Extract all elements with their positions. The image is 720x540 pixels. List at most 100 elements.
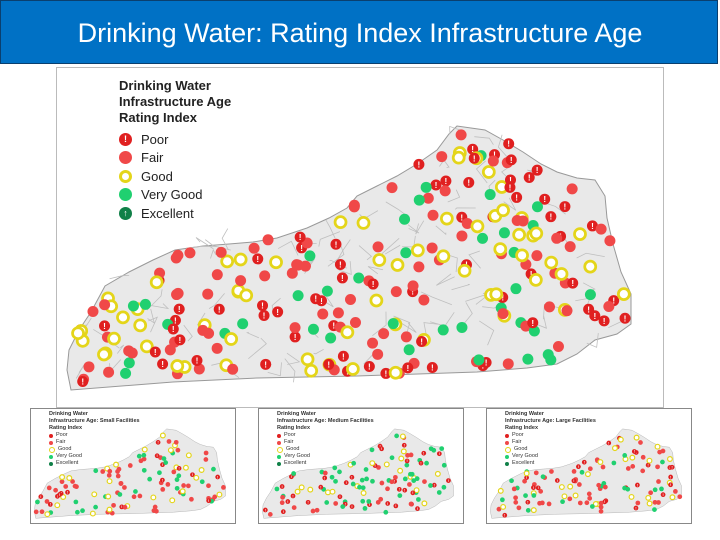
marker-good bbox=[44, 511, 51, 518]
marker-fair bbox=[604, 235, 616, 247]
county-boundary bbox=[221, 228, 229, 251]
marker-good bbox=[489, 287, 504, 302]
marker-very-good bbox=[337, 469, 342, 475]
svg-text:!: ! bbox=[591, 222, 594, 231]
marker-poor: ! bbox=[502, 512, 508, 518]
legend-label: Poor bbox=[141, 131, 169, 147]
svg-text:!: ! bbox=[662, 493, 663, 497]
marker-very-good bbox=[509, 478, 514, 484]
legend-item-good: Good bbox=[119, 167, 231, 186]
marker-poor: ! bbox=[463, 177, 475, 189]
svg-text:!: ! bbox=[670, 483, 671, 487]
legend-item-fair: Fair bbox=[505, 439, 596, 446]
marker-very-good bbox=[35, 499, 40, 505]
svg-text:!: ! bbox=[179, 336, 182, 345]
marker-good bbox=[307, 486, 314, 493]
marker-good bbox=[340, 325, 355, 340]
marker-very-good bbox=[163, 460, 169, 466]
marker-poor: ! bbox=[154, 453, 160, 459]
marker-very-good bbox=[360, 498, 366, 504]
svg-text:!: ! bbox=[324, 476, 325, 480]
svg-text:!: ! bbox=[604, 500, 605, 504]
svg-text:!: ! bbox=[407, 459, 408, 463]
marker-good bbox=[558, 484, 565, 491]
marker-very-good bbox=[589, 504, 595, 509]
legend-title-line-2: Infrastructure Age bbox=[119, 94, 232, 109]
svg-text:!: ! bbox=[543, 195, 546, 204]
svg-text:!: ! bbox=[174, 316, 177, 325]
legend-title-line-2: Infrastructure Age: Medium Facilities bbox=[277, 418, 374, 424]
marker-very-good bbox=[174, 485, 180, 491]
marker-poor: ! bbox=[426, 361, 438, 373]
svg-text:!: ! bbox=[578, 465, 579, 469]
marker-poor: ! bbox=[393, 503, 399, 509]
marker-fair bbox=[310, 508, 316, 514]
legend-title-line-1: Drinking Water bbox=[49, 411, 88, 417]
marker-good bbox=[572, 492, 579, 499]
marker-good bbox=[169, 497, 176, 504]
marker-good bbox=[597, 459, 604, 466]
marker-good bbox=[573, 227, 587, 241]
marker-very-good bbox=[383, 509, 389, 515]
marker-poor: ! bbox=[289, 331, 301, 343]
legend-item-excellent: ↑ Excellent bbox=[119, 204, 231, 223]
marker-poor: ! bbox=[645, 462, 651, 468]
marker-very-good bbox=[350, 481, 356, 487]
svg-text:!: ! bbox=[341, 274, 344, 283]
marker-poor: ! bbox=[635, 482, 640, 488]
marker-very-good bbox=[127, 300, 139, 312]
marker-very-good bbox=[522, 353, 534, 365]
marker-poor: ! bbox=[337, 350, 349, 362]
marker-very-good bbox=[523, 493, 528, 498]
marker-very-good bbox=[437, 324, 449, 336]
marker-good bbox=[369, 293, 384, 308]
marker-good bbox=[170, 359, 185, 373]
marker-good bbox=[150, 494, 157, 501]
marker-fair bbox=[386, 182, 398, 194]
marker-poor: ! bbox=[633, 505, 639, 511]
yellow-ring-icon bbox=[119, 169, 132, 183]
county-boundary bbox=[335, 239, 351, 263]
county-boundary bbox=[286, 352, 301, 365]
marker-fair bbox=[152, 504, 158, 510]
marker-very-good bbox=[540, 474, 546, 480]
marker-fair bbox=[427, 209, 439, 221]
marker-poor: ! bbox=[160, 477, 165, 483]
marker-poor: ! bbox=[323, 358, 335, 370]
marker-fair bbox=[202, 288, 214, 300]
svg-text:!: ! bbox=[637, 483, 638, 487]
marker-very-good bbox=[510, 283, 522, 295]
kentucky-map-large: !!!!!!!!!!!!!!!!!!!!!!!! bbox=[490, 428, 683, 519]
marker-fair bbox=[426, 242, 438, 254]
marker-fair bbox=[107, 468, 113, 474]
marker-poor: ! bbox=[367, 278, 379, 290]
svg-text:!: ! bbox=[538, 486, 539, 490]
marker-fair bbox=[267, 512, 273, 517]
marker-very-good bbox=[351, 460, 357, 466]
marker-fair bbox=[39, 509, 45, 515]
marker-fair bbox=[122, 485, 127, 490]
marker-poor: ! bbox=[535, 485, 541, 491]
marker-very-good bbox=[525, 508, 531, 513]
marker-fair bbox=[53, 487, 58, 493]
svg-text:!: ! bbox=[178, 467, 179, 471]
marker-very-good bbox=[625, 486, 631, 492]
marker-very-good bbox=[498, 227, 510, 239]
marker-very-good bbox=[291, 471, 296, 476]
svg-text:!: ! bbox=[264, 360, 267, 369]
svg-text:!: ! bbox=[412, 491, 413, 495]
county-boundary bbox=[148, 316, 159, 333]
marker-poor: ! bbox=[279, 484, 285, 489]
marker-good bbox=[666, 456, 673, 462]
marker-poor: ! bbox=[206, 498, 212, 504]
county-boundary bbox=[454, 207, 476, 210]
marker-good bbox=[193, 474, 200, 481]
marker-good bbox=[159, 432, 166, 439]
marker-poor: ! bbox=[505, 154, 517, 166]
marker-fair bbox=[407, 280, 419, 292]
small-facilities-map: !!!!!!!!!!!!!!!! Drinking Water Infrastr… bbox=[30, 408, 236, 524]
marker-good bbox=[324, 489, 331, 496]
marker-good bbox=[434, 470, 441, 477]
marker-poor: ! bbox=[337, 494, 343, 500]
marker-very-good bbox=[147, 476, 153, 482]
